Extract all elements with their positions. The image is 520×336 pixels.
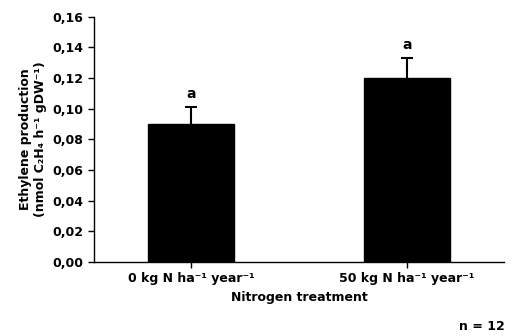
Text: a: a bbox=[402, 38, 412, 52]
Y-axis label: Ethylene production
(nmol C₂H₄ h⁻¹ gDW⁻¹): Ethylene production (nmol C₂H₄ h⁻¹ gDW⁻¹… bbox=[19, 61, 47, 217]
Bar bbox=[364, 78, 450, 262]
X-axis label: Nitrogen treatment: Nitrogen treatment bbox=[231, 291, 367, 304]
Bar bbox=[148, 124, 234, 262]
Text: a: a bbox=[186, 87, 196, 101]
Text: n = 12: n = 12 bbox=[459, 320, 504, 333]
